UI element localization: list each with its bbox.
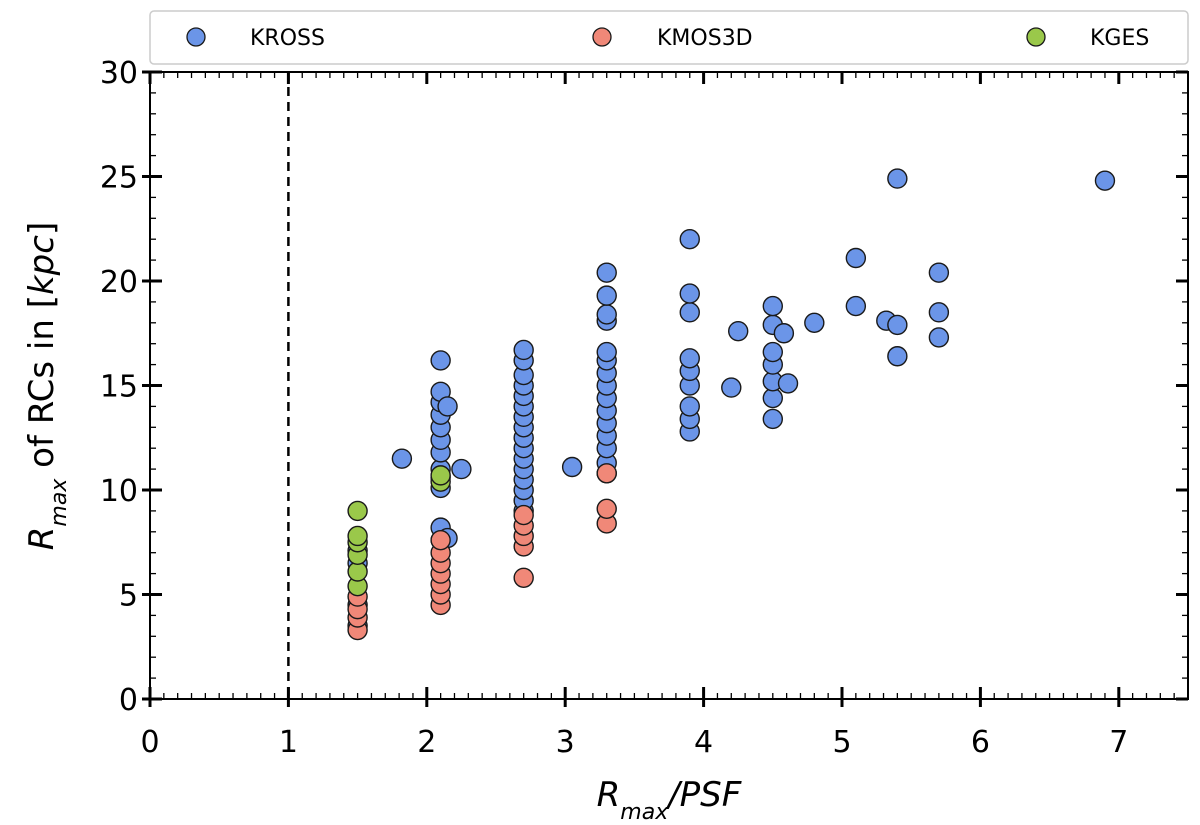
point-kross: [928, 302, 950, 323]
point-kross: [887, 346, 908, 367]
x-axis-label: Rmax/PSF: [597, 775, 742, 825]
point-kross: [845, 295, 867, 317]
point-kross: [887, 168, 908, 189]
y-axis-label-main: R: [22, 527, 62, 551]
point-kges: [430, 465, 451, 486]
y-tick-label: 30: [100, 56, 138, 91]
point-kross: [773, 323, 795, 344]
point-kross: [1094, 170, 1116, 191]
point-kross: [596, 304, 617, 325]
legend-marker-kmos3d: [592, 27, 612, 47]
point-kross: [679, 228, 700, 250]
legend-label-kmos3d: KMOS3D: [657, 26, 753, 51]
point-kross: [596, 341, 617, 363]
y-tick-labels: 0 5 10 15 20 25 30: [100, 56, 138, 718]
point-kmos3d: [513, 567, 534, 588]
point-kges: [347, 500, 368, 522]
point-kmos3d: [513, 504, 534, 526]
point-kross: [762, 408, 783, 430]
x-tick-label: 0: [140, 725, 159, 760]
y-tick-label: 20: [100, 265, 138, 300]
legend-label-kges: KGES: [1090, 26, 1149, 51]
point-kross: [561, 456, 583, 478]
y-axis-label-rest: of RCs in [: [22, 295, 62, 479]
x-tick-labels: 0 1 2 3 4 5 6 7: [140, 725, 1128, 760]
point-kross: [728, 320, 749, 342]
y-axis-label-unit: kpc: [22, 235, 62, 295]
y-tick-label: 25: [100, 161, 138, 196]
point-kross: [762, 295, 783, 317]
point-kross: [845, 247, 867, 269]
point-kmos3d: [596, 498, 617, 520]
point-kross: [596, 285, 617, 306]
plot-frame: [149, 71, 1189, 700]
point-kross: [762, 341, 783, 363]
legend-marker-kross: [186, 27, 206, 47]
legend-marker-kges: [1026, 27, 1046, 47]
point-kross: [928, 327, 950, 348]
minor-ticks: [149, 71, 1189, 700]
x-tick-label: 6: [971, 725, 990, 760]
point-kross: [451, 458, 472, 480]
x-axis-label-sub: max: [620, 800, 669, 825]
point-kross: [430, 350, 451, 371]
data-points: [347, 168, 1116, 641]
y-tick-label: 15: [100, 370, 138, 405]
x-tick-label: 3: [556, 725, 575, 760]
point-kross: [679, 396, 700, 417]
point-kross: [721, 377, 742, 398]
point-kross: [804, 312, 825, 333]
y-tick-label: 0: [119, 683, 138, 718]
x-tick-label: 4: [694, 725, 713, 760]
x-tick-label: 7: [1109, 725, 1128, 760]
point-kges: [347, 525, 368, 547]
point-kross: [513, 339, 534, 361]
point-kross: [679, 283, 700, 304]
y-tick-label: 5: [119, 579, 138, 614]
y-tick-label: 10: [100, 474, 138, 509]
x-tick-label: 2: [417, 725, 436, 760]
x-axis-label-rest: /PSF: [665, 775, 742, 815]
point-kross: [679, 302, 700, 323]
x-axis-label-main: R: [597, 775, 621, 815]
point-kross: [679, 348, 700, 369]
point-kross: [777, 373, 799, 394]
y-axis-label-sub: max: [47, 478, 72, 527]
point-kross: [437, 396, 458, 417]
point-kross: [596, 262, 617, 283]
point-kross: [391, 448, 413, 469]
point-kross: [887, 314, 908, 336]
legend-label-kross: KROSS: [250, 26, 325, 51]
y-axis-label-close: ]: [22, 222, 62, 235]
legend-frame: [149, 10, 1189, 65]
x-tick-label: 1: [279, 725, 298, 760]
x-tick-label: 5: [832, 725, 851, 760]
legend: KROSS KMOS3D KGES: [149, 10, 1189, 65]
point-kmos3d: [430, 529, 451, 551]
major-ticks: [142, 70, 1188, 707]
point-kmos3d: [596, 463, 617, 484]
point-kross: [928, 262, 950, 283]
y-axis-label: Rmax of RCs in [kpc]: [22, 222, 72, 550]
